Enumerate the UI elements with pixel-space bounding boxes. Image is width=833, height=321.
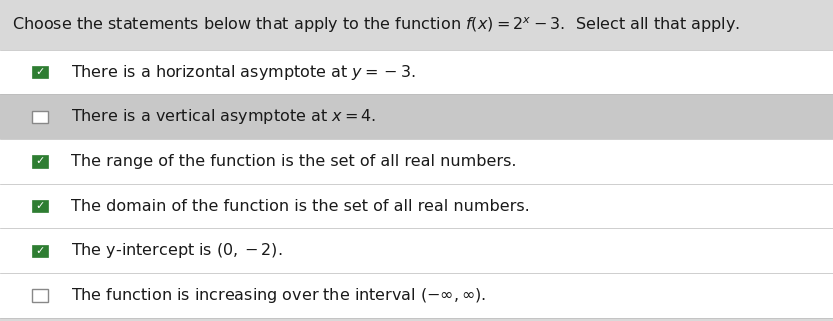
Text: ✓: ✓: [35, 201, 45, 211]
Bar: [0, 273, 833, 318]
Text: There is a horizontal asymptote at $y = -3$.: There is a horizontal asymptote at $y = …: [71, 63, 416, 82]
Bar: [32, 245, 48, 257]
Bar: [0, 139, 833, 184]
Bar: [32, 200, 48, 212]
Bar: [32, 155, 48, 168]
Bar: [32, 111, 48, 123]
Text: The range of the function is the set of all real numbers.: The range of the function is the set of …: [71, 154, 516, 169]
Bar: [0, 229, 833, 273]
Text: ✓: ✓: [35, 67, 45, 77]
Bar: [32, 289, 48, 301]
Bar: [0, 94, 833, 139]
Text: The y-intercept is $(0, -2)$.: The y-intercept is $(0, -2)$.: [71, 241, 282, 260]
Text: Choose the statements below that apply to the function $f(x) = 2^x - 3$.  Select: Choose the statements below that apply t…: [12, 15, 741, 35]
Bar: [0, 0, 833, 50]
Bar: [0, 50, 833, 94]
Text: ✓: ✓: [35, 156, 45, 166]
Bar: [0, 184, 833, 229]
Text: The function is increasing over the interval $(-\infty, \infty)$.: The function is increasing over the inte…: [71, 286, 486, 305]
Text: ✓: ✓: [35, 246, 45, 256]
Text: The domain of the function is the set of all real numbers.: The domain of the function is the set of…: [71, 199, 530, 213]
Text: There is a vertical asymptote at $x = 4$.: There is a vertical asymptote at $x = 4$…: [71, 107, 376, 126]
Bar: [32, 66, 48, 78]
